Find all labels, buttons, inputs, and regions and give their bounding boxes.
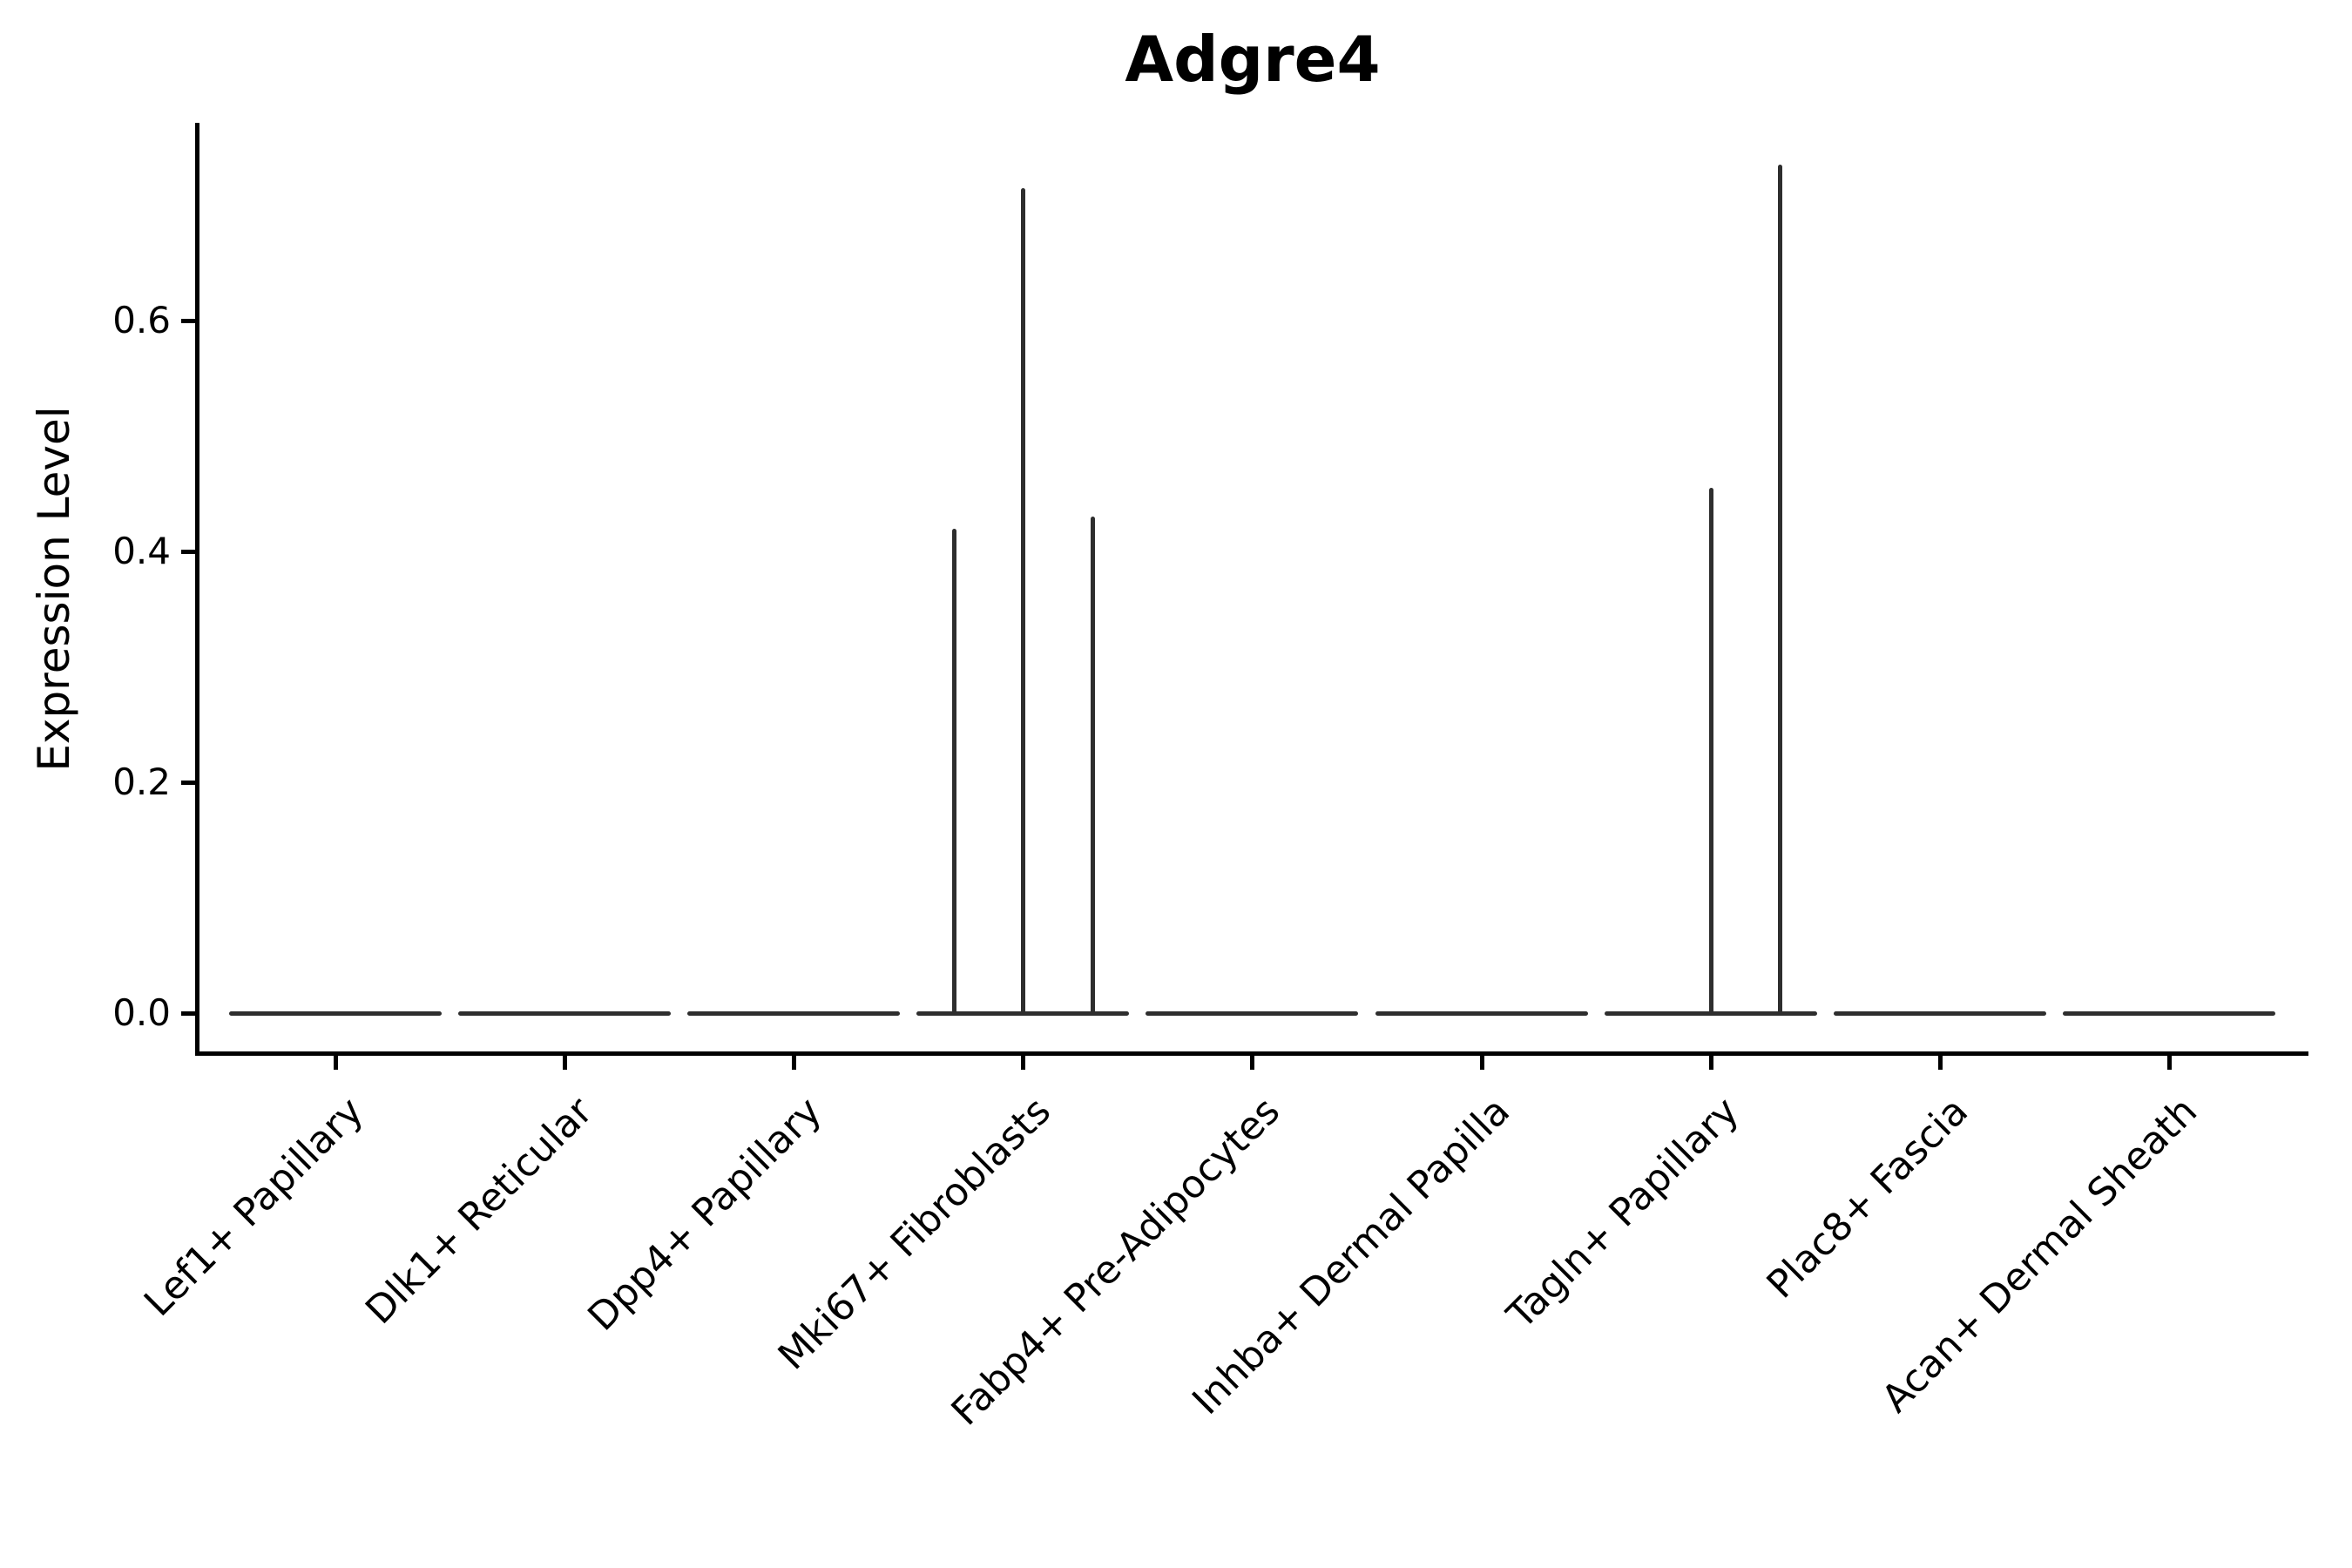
y-tick: [181, 319, 195, 323]
x-tick: [1021, 1056, 1026, 1070]
x-tick: [563, 1056, 568, 1070]
violin-baseline: [1833, 1011, 2046, 1016]
y-axis-label: Expression Level: [29, 406, 79, 772]
x-tick-label: Tagln+ Papillary: [1498, 1089, 1747, 1338]
violin-baseline: [1146, 1011, 1359, 1016]
x-tick: [792, 1056, 797, 1070]
violin-baseline: [687, 1011, 901, 1016]
y-tick-label: 0.2: [112, 760, 171, 803]
x-tick-label: Inhba+ Dermal Papilla: [1183, 1089, 1518, 1423]
x-tick-label: Mki67+ Fibroblasts: [769, 1089, 1060, 1379]
x-axis-spine: [195, 1051, 2308, 1056]
x-tick-label: Dpp4+ Papillary: [579, 1089, 831, 1340]
x-tick-label: Fabp4+ Pre-Adipocytes: [943, 1089, 1289, 1435]
violin-spike: [1091, 517, 1096, 1015]
violin-baseline: [2062, 1011, 2275, 1016]
x-tick: [334, 1056, 338, 1070]
violin-baseline: [1375, 1011, 1588, 1016]
y-tick-label: 0.0: [112, 991, 171, 1034]
y-tick: [181, 550, 195, 554]
chart-title: Adgre4: [1125, 23, 1381, 96]
x-tick: [1708, 1056, 1713, 1070]
violin-spike: [952, 528, 957, 1015]
x-tick: [1937, 1056, 1943, 1070]
x-tick: [1479, 1056, 1484, 1070]
y-tick-label: 0.4: [112, 530, 171, 572]
x-tick: [1250, 1056, 1255, 1070]
violin-spike: [1021, 187, 1026, 1015]
violin-spike: [1777, 165, 1782, 1015]
y-tick: [181, 781, 195, 785]
x-tick: [2166, 1056, 2172, 1070]
violin-baseline: [458, 1011, 672, 1016]
y-tick-label: 0.6: [112, 299, 171, 341]
x-tick-label: Plac8+ Fascia: [1758, 1089, 1977, 1308]
violin-baseline: [229, 1011, 442, 1016]
x-tick-label: Dlk1+ Reticular: [357, 1089, 602, 1333]
y-tick: [181, 1011, 195, 1016]
x-tick-label: Acan+ Dermal Sheath: [1873, 1089, 2206, 1422]
violin-spike: [1708, 488, 1713, 1015]
y-axis-spine: [195, 123, 199, 1056]
